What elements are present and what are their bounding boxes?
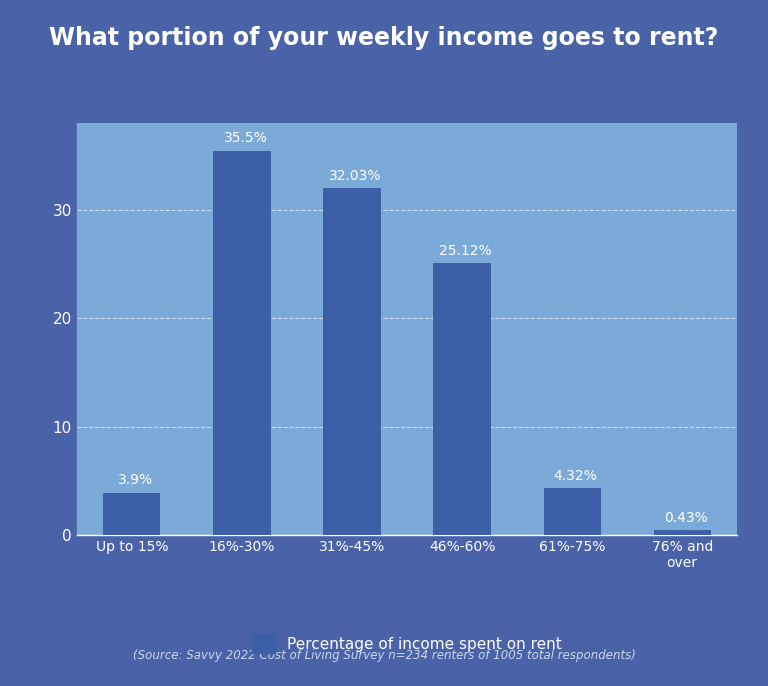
Bar [323,188,381,535]
Text: 35.5%: 35.5% [223,131,267,145]
Text: 32.03%: 32.03% [329,169,382,182]
Text: 4.32%: 4.32% [554,469,598,483]
Text: What portion of your weekly income goes to rent?: What portion of your weekly income goes … [49,26,719,50]
Legend: Percentage of income spent on rent: Percentage of income spent on rent [246,628,568,659]
Bar [214,150,270,535]
Bar [103,493,161,535]
Bar [654,530,711,535]
Text: 25.12%: 25.12% [439,244,492,257]
Text: 3.9%: 3.9% [118,473,153,488]
Text: 0.43%: 0.43% [664,511,707,525]
Bar [544,488,601,535]
Bar [433,263,491,535]
Text: (Source: Savvy 2022 Cost of Living Survey n=234 renters of 1005 total respondent: (Source: Savvy 2022 Cost of Living Surve… [133,649,635,661]
